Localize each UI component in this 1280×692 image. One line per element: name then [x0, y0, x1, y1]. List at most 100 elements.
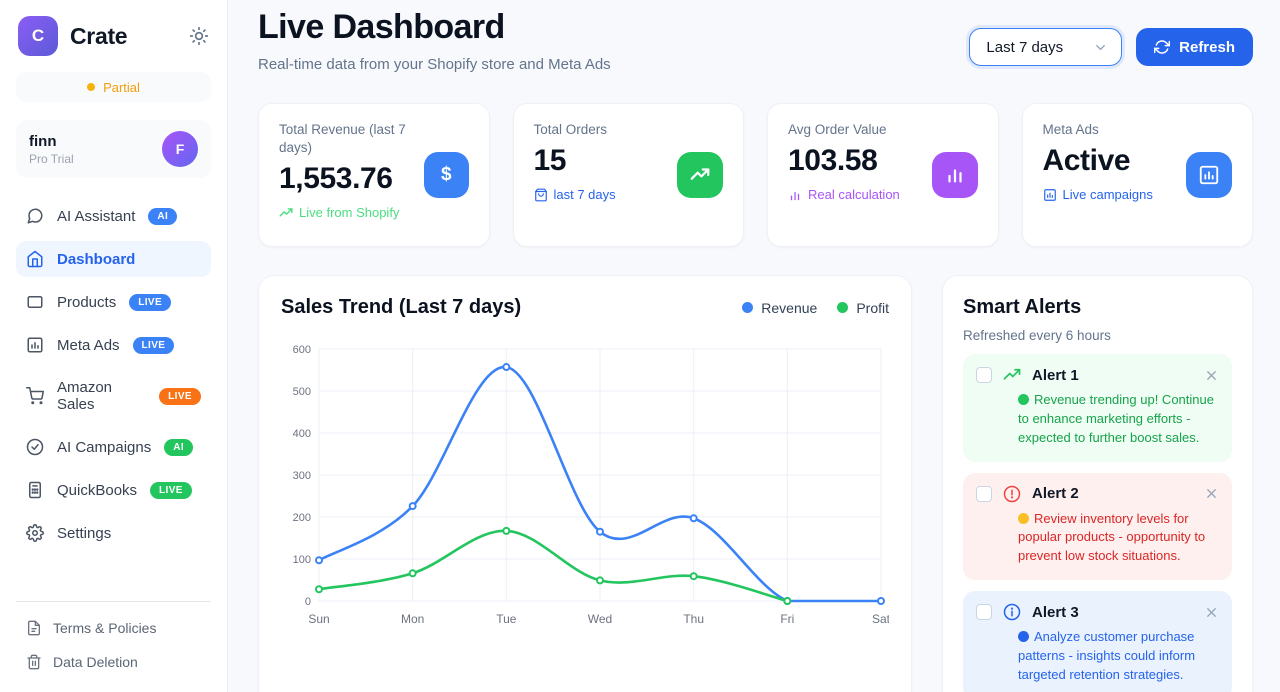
sidebar-item-ai-campaigns[interactable]: AI Campaigns AI: [16, 429, 211, 465]
sidebar-item-meta-ads[interactable]: Meta Ads LIVE: [16, 327, 211, 363]
app-logo: C: [18, 16, 58, 56]
sidebar-item-label: QuickBooks: [57, 481, 138, 499]
user-card[interactable]: finn Pro Trial F: [16, 120, 211, 178]
stat-value: Active: [1042, 144, 1131, 178]
page-subtitle: Real-time data from your Shopify store a…: [258, 56, 611, 73]
legend-item-revenue: Revenue: [742, 300, 817, 316]
alert-circle-icon: [1003, 485, 1021, 503]
sidebar-item-label: Dashboard: [57, 250, 136, 268]
sidebar-item-label: Amazon Sales: [57, 379, 113, 413]
svg-text:Sat: Sat: [872, 612, 889, 626]
alert-checkbox[interactable]: [976, 485, 992, 502]
svg-text:500: 500: [293, 386, 311, 398]
legend-dot-revenue: [742, 302, 754, 313]
chart-legend: Revenue Profit: [742, 300, 889, 316]
theme-sun-icon[interactable]: [189, 26, 209, 46]
refresh-button[interactable]: Refresh: [1136, 28, 1253, 66]
stat-card-meta-ads: Meta Ads Active Live campaigns: [1021, 103, 1253, 247]
avatar: F: [162, 131, 198, 167]
svg-text:400: 400: [293, 428, 311, 440]
stat-card-total-orders: Total Orders 15 last 7 days: [512, 103, 744, 247]
sales-trend-card: Sales Trend (Last 7 days) Revenue Profit…: [258, 275, 912, 692]
legend-dot-profit: [837, 302, 849, 313]
alerts-title: Smart Alerts: [963, 296, 1082, 318]
svg-text:Thu: Thu: [683, 612, 704, 626]
stat-note: last 7 days: [534, 187, 616, 202]
terms-policies-link[interactable]: Terms & Policies: [16, 612, 211, 644]
sidebar-item-quickbooks[interactable]: QuickBooks LIVE: [16, 472, 211, 508]
check-circle-icon: [26, 438, 44, 456]
header-controls: Last 7 days Refresh: [969, 28, 1253, 66]
svg-text:Mon: Mon: [401, 612, 424, 626]
sidebar-item-dashboard[interactable]: Dashboard: [16, 241, 211, 277]
alerts-subtitle: Refreshed every 6 hours: [963, 328, 1111, 343]
sidebar-item-products[interactable]: Products LIVE: [16, 284, 211, 320]
app-name: Crate: [70, 22, 128, 49]
footer-item-label: Terms & Policies: [53, 620, 157, 636]
sidebar-footer: Terms & Policies Data Deletion: [16, 601, 211, 678]
dollar-icon: $: [424, 152, 469, 198]
svg-text:Wed: Wed: [588, 612, 612, 626]
close-icon[interactable]: [1204, 486, 1219, 501]
stat-label: Total Revenue (last 7 days): [279, 122, 406, 156]
smart-alerts-card: Smart Alerts Refreshed every 6 hours Ale…: [942, 275, 1253, 692]
data-deletion-link[interactable]: Data Deletion: [16, 646, 211, 678]
refresh-icon: [1154, 39, 1171, 55]
stat-card-avg-order-value: Avg Order Value 103.58 Real calculation: [767, 103, 999, 247]
chart-title: Sales Trend (Last 7 days): [281, 296, 522, 318]
cart-icon: [26, 387, 44, 405]
trending-up-icon: [279, 206, 293, 220]
status-dot: [1018, 512, 1029, 524]
date-range-value: Last 7 days: [986, 38, 1064, 56]
calculator-icon: [26, 481, 44, 499]
sidebar-item-settings[interactable]: Settings: [16, 515, 211, 551]
status-dot: [1018, 631, 1029, 643]
svg-text:200: 200: [293, 512, 311, 524]
svg-text:0: 0: [305, 596, 311, 608]
refresh-label: Refresh: [1179, 38, 1235, 56]
sidebar-item-label: AI Campaigns: [57, 438, 152, 456]
alert-checkbox[interactable]: [976, 367, 992, 383]
chevron-down-icon: [1093, 40, 1108, 55]
close-icon[interactable]: [1204, 605, 1219, 620]
date-range-select[interactable]: Last 7 days: [969, 28, 1123, 66]
brand-row: C Crate: [16, 14, 211, 56]
alert-item-3: Alert 3 Analyze customer purchase patter…: [963, 591, 1232, 692]
stat-label: Avg Order Value: [788, 122, 887, 137]
alert-item-1: Alert 1 Revenue trending up! Continue to…: [963, 354, 1232, 462]
status-dot: [1018, 394, 1029, 405]
gear-icon: [26, 524, 44, 542]
sidebar: C Crate Partial finn Pro Trial F AI Assi…: [0, 0, 228, 692]
sidebar-item-label: Meta Ads: [57, 336, 120, 354]
alert-checkbox[interactable]: [976, 604, 992, 621]
alert-item-2: Alert 2 Review inventory levels for popu…: [963, 472, 1232, 581]
sidebar-item-label: AI Assistant: [57, 207, 136, 225]
svg-text:100: 100: [293, 554, 311, 566]
alert-title: Alert 1: [1032, 366, 1079, 384]
nav-badge: LIVE: [150, 481, 192, 499]
svg-text:Fri: Fri: [780, 612, 794, 626]
nav-badge: LIVE: [129, 293, 172, 311]
stat-note: Real calculation: [788, 187, 900, 202]
svg-text:300: 300: [293, 470, 311, 482]
chat-icon: [26, 207, 44, 225]
sidebar-item-ai-assistant[interactable]: AI Assistant AI: [16, 198, 211, 234]
nav-badge: AI: [148, 207, 178, 225]
trending-up-icon: [1003, 366, 1021, 384]
status-label: Partial: [103, 79, 140, 95]
sidebar-item-amazon-sales[interactable]: Amazon Sales LIVE: [16, 370, 211, 422]
trending-up-icon: [677, 152, 723, 198]
stat-card-total-revenue: Total Revenue (last 7 days) 1,553.76 Liv…: [258, 103, 490, 247]
sidebar-item-label: Settings: [57, 524, 112, 542]
stat-label: Meta Ads: [1042, 122, 1099, 137]
page-header: Live Dashboard Real-time data from your …: [258, 8, 1253, 73]
chart-square-icon: [26, 336, 44, 354]
sync-status-badge: Partial: [16, 72, 211, 102]
svg-text:600: 600: [293, 344, 311, 356]
sidebar-item-label: Products: [57, 293, 117, 311]
footer-item-label: Data Deletion: [53, 654, 138, 670]
chart-square-icon: [1186, 152, 1232, 198]
nav-badge: LIVE: [132, 336, 175, 354]
info-icon: [1003, 603, 1021, 621]
close-icon[interactable]: [1204, 368, 1219, 383]
